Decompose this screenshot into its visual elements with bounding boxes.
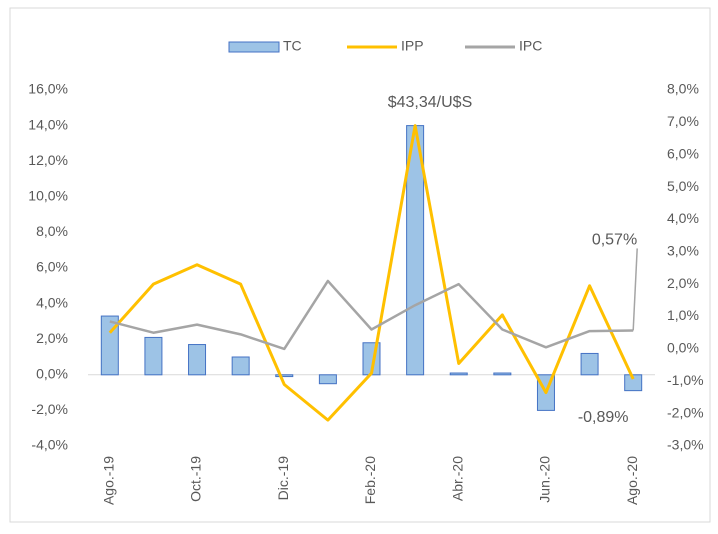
y2-tick-label: 0,0% [667,340,699,356]
label-leader [632,248,638,331]
y2-tick-label: -2,0% [667,404,704,420]
y-tick-label: 16,0% [28,81,68,97]
x-tick-label: Feb.-20 [362,456,378,504]
data-label: -0,89% [578,409,629,426]
y2-tick-label: -1,0% [667,372,704,388]
annotation: $43,34/U$S [388,94,473,111]
y2-tick-label: 3,0% [667,243,699,259]
line [109,279,634,351]
y-tick-label: 0,0% [36,366,68,382]
y2-tick-label: 1,0% [667,307,699,323]
x-tick-label: Ago.-20 [624,456,640,505]
y2-tick-label: -3,0% [667,437,704,453]
bar [275,374,294,378]
bar [493,372,512,376]
chart-frame [9,7,711,523]
bar [188,344,207,376]
bar [624,374,643,392]
y2-tick-label: 2,0% [667,275,699,291]
data-label: 0,57% [592,232,637,249]
legend-swatch [228,41,280,53]
y2-tick-label: 7,0% [667,113,699,129]
y-tick-label: -4,0% [31,437,68,453]
bar [580,352,599,376]
legend-label: TC [283,38,302,54]
y-tick-label: 14,0% [28,116,68,132]
y-tick-label: 4,0% [36,294,68,310]
y-tick-label: 10,0% [28,188,68,204]
y2-tick-label: 8,0% [667,81,699,97]
y2-tick-label: 6,0% [667,145,699,161]
y-tick-label: 12,0% [28,152,68,168]
bar [318,374,337,385]
bar [144,336,163,376]
y-tick-label: -2,0% [31,401,68,417]
legend-label: IPP [401,38,424,54]
y2-tick-label: 4,0% [667,210,699,226]
bar [449,372,468,376]
y2-tick-label: 5,0% [667,178,699,194]
x-tick-label: Dic.-19 [275,456,291,501]
bar [100,315,119,376]
x-tick-label: Ago.-19 [101,456,117,505]
x-tick-label: Jun.-20 [537,456,553,503]
y-tick-label: 6,0% [36,259,68,275]
y-tick-label: 8,0% [36,223,68,239]
legend-label: IPC [519,38,542,54]
x-tick-label: Oct.-19 [188,456,204,502]
line [108,124,635,422]
y-tick-label: 2,0% [36,330,68,346]
bar [231,356,250,376]
x-tick-label: Abr.-20 [449,456,465,501]
